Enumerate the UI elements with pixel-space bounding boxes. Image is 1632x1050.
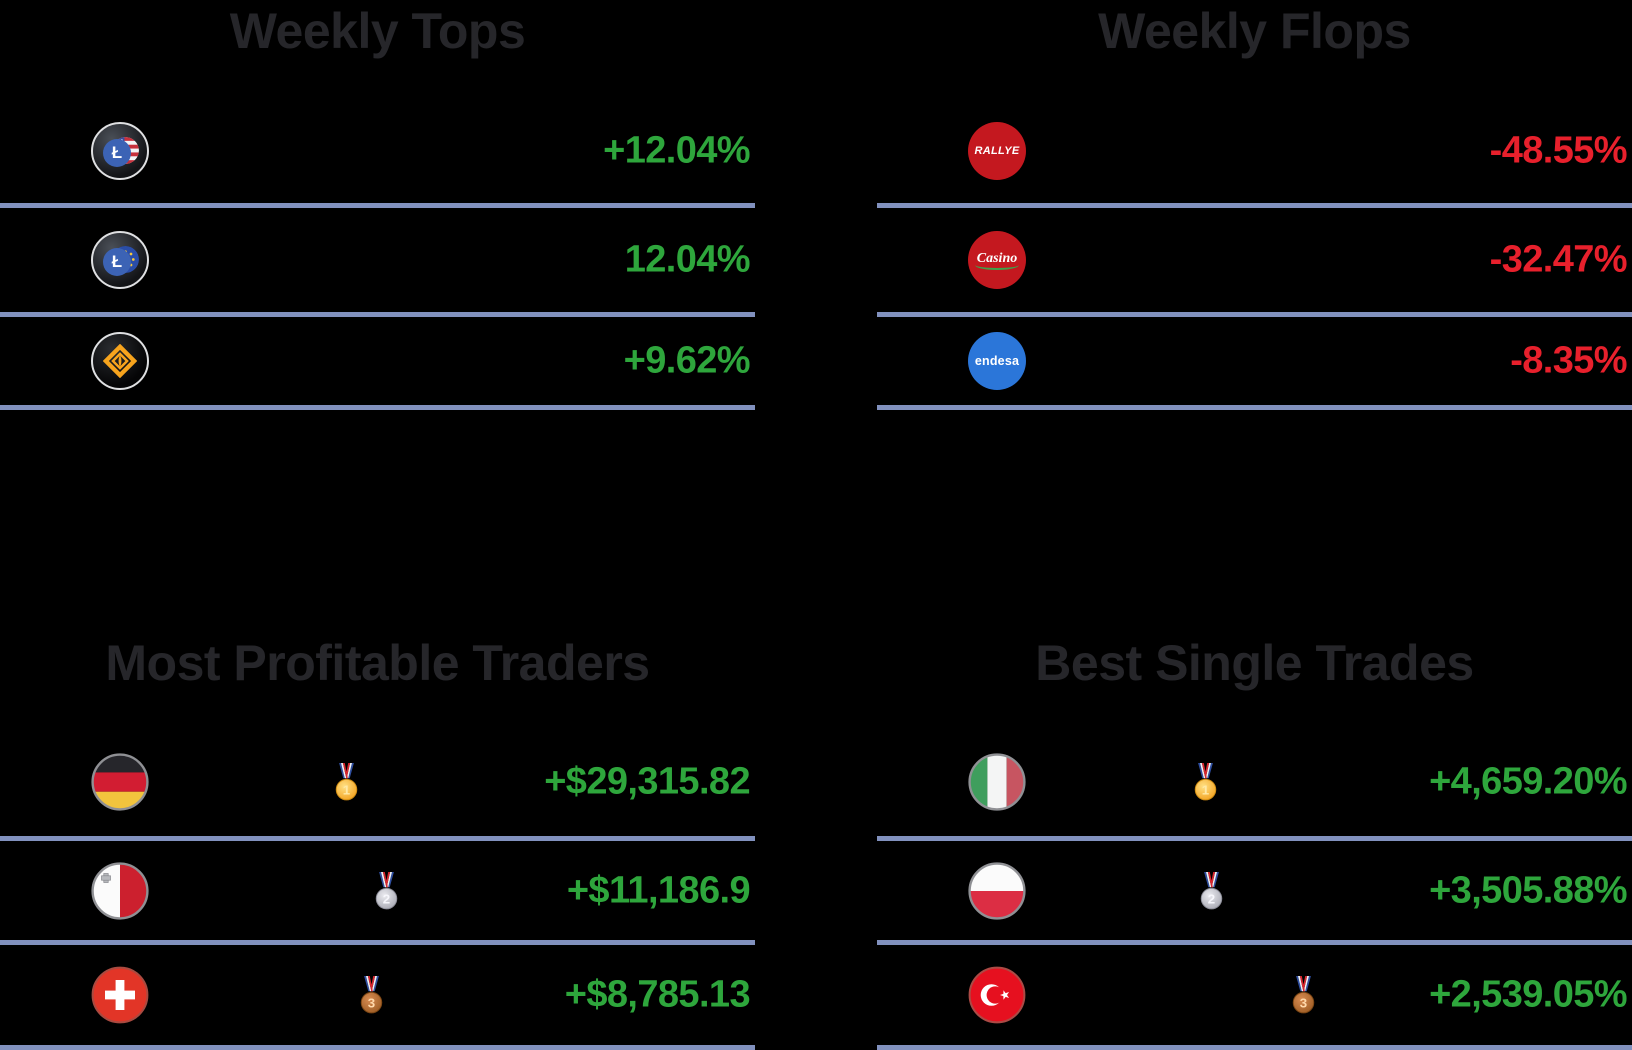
germany-flag-icon bbox=[91, 753, 149, 811]
row-divider bbox=[0, 203, 755, 208]
litecoin-coin-icon: Ł bbox=[103, 248, 131, 276]
bronze-medal-icon: 3 bbox=[360, 976, 383, 1014]
weekly-tops-table: Weekly Tops bbox=[0, 0, 755, 460]
change-value: 12.04% bbox=[624, 238, 751, 281]
litecoin-coin-icon: Ł bbox=[103, 139, 131, 167]
change-value: +12.04% bbox=[603, 129, 750, 172]
poland-flag-icon bbox=[968, 861, 1026, 920]
malta-flag-icon bbox=[91, 861, 149, 920]
medal-rank: 3 bbox=[368, 995, 375, 1010]
row-divider bbox=[0, 940, 755, 945]
most-profitable-traders-table: Most Profitable Traders 1 bbox=[0, 590, 755, 1050]
trade-gain-value: +2,539.05% bbox=[1429, 973, 1628, 1016]
profit-value: +$8,785.13 bbox=[564, 973, 751, 1016]
switzerland-flag-icon bbox=[91, 966, 149, 1024]
table-row[interactable]: 2 +3,505.88% bbox=[877, 841, 1632, 940]
ltc-usd-icon: Ł bbox=[91, 122, 149, 180]
silver-medal-icon: 2 bbox=[1200, 871, 1223, 909]
ltc-eur-icon: Ł bbox=[91, 231, 149, 289]
section-title: Weekly Flops bbox=[1098, 3, 1411, 59]
rallye-logo-icon: RALLYE bbox=[968, 122, 1026, 180]
medal-rank: 2 bbox=[1208, 891, 1215, 906]
table-row[interactable]: RALLYE -48.55% bbox=[877, 99, 1632, 203]
section-title: Most Profitable Traders bbox=[105, 635, 650, 691]
silver-medal-icon: 2 bbox=[375, 871, 398, 909]
change-value: -48.55% bbox=[1489, 129, 1628, 172]
profit-value: +$29,315.82 bbox=[544, 760, 750, 803]
gold-medal-icon: 1 bbox=[1194, 763, 1217, 801]
trade-gain-value: +3,505.88% bbox=[1429, 869, 1628, 911]
weekly-flops-table: Weekly Flops RALLYE -48.55% Casino -32.4… bbox=[877, 0, 1632, 460]
row-divider bbox=[877, 203, 1632, 208]
profit-value: +$11,186.9 bbox=[566, 869, 751, 911]
table-row[interactable]: Casino -32.47% bbox=[877, 208, 1632, 312]
table-row[interactable]: 3 +2,539.05% bbox=[877, 945, 1632, 1045]
change-value: -8.35% bbox=[1510, 339, 1627, 382]
endesa-logo-icon: endesa bbox=[968, 332, 1026, 390]
rivian-diamond-logo bbox=[103, 344, 137, 378]
table-row[interactable]: 3 +$8,785.13 bbox=[0, 945, 755, 1045]
bronze-medal-icon: 3 bbox=[1292, 976, 1315, 1014]
casino-logo-icon: Casino bbox=[968, 231, 1026, 289]
row-divider bbox=[0, 1045, 755, 1050]
row-divider bbox=[877, 405, 1632, 410]
table-row[interactable]: +9.62% bbox=[0, 317, 755, 405]
medal-rank: 1 bbox=[1202, 782, 1210, 797]
table-row[interactable]: Ł 12.04% bbox=[0, 208, 755, 312]
medal-rank: 1 bbox=[343, 782, 351, 797]
rallye-wordmark: RALLYE bbox=[974, 145, 1020, 157]
medal-rank: 3 bbox=[1300, 995, 1307, 1010]
row-divider bbox=[877, 940, 1632, 945]
endesa-wordmark: endesa bbox=[974, 354, 1020, 368]
gold-medal-icon: 1 bbox=[335, 763, 358, 801]
row-divider bbox=[877, 312, 1632, 317]
rivian-icon bbox=[91, 332, 149, 390]
row-divider bbox=[877, 836, 1632, 841]
section-title: Weekly Tops bbox=[229, 3, 526, 59]
best-single-trades-table: Best Single Trades 1 bbox=[877, 590, 1632, 1050]
medal-rank: 2 bbox=[383, 891, 390, 906]
table-row[interactable]: Ł +12.04% bbox=[0, 99, 755, 203]
row-divider bbox=[0, 312, 755, 317]
casino-wordmark: Casino bbox=[974, 251, 1020, 270]
row-divider bbox=[0, 836, 755, 841]
change-value: +9.62% bbox=[623, 339, 751, 382]
table-row[interactable]: 1 +$29,315.82 bbox=[0, 728, 755, 836]
italy-flag-icon bbox=[968, 753, 1026, 811]
row-divider bbox=[0, 405, 755, 410]
trade-gain-value: +4,659.20% bbox=[1429, 760, 1628, 803]
table-row[interactable]: endesa -8.35% bbox=[877, 317, 1632, 405]
turkey-flag-icon bbox=[968, 966, 1026, 1024]
change-value: -32.47% bbox=[1489, 238, 1628, 281]
table-row[interactable]: 1 +4,659.20% bbox=[877, 728, 1632, 836]
section-title: Best Single Trades bbox=[1035, 635, 1474, 691]
row-divider bbox=[877, 1045, 1632, 1050]
table-row[interactable]: 2 +$11,186.9 bbox=[0, 841, 755, 940]
